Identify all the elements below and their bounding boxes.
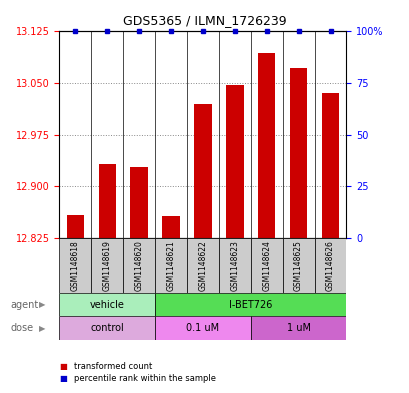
Text: vehicle: vehicle	[90, 299, 124, 310]
Bar	[194, 104, 211, 238]
Bar	[250, 316, 346, 340]
Bar	[187, 238, 218, 293]
Bar	[98, 164, 116, 238]
Text: GSM1148625: GSM1148625	[293, 240, 302, 291]
Text: 1 uM: 1 uM	[286, 323, 310, 333]
Bar	[162, 216, 180, 238]
Bar	[257, 53, 275, 238]
Bar	[225, 85, 243, 238]
Bar	[59, 238, 91, 293]
Text: percentile rank within the sample: percentile rank within the sample	[74, 374, 215, 382]
Bar	[289, 68, 307, 238]
Text: GSM1148623: GSM1148623	[230, 240, 239, 291]
Text: ▶: ▶	[39, 324, 46, 332]
Text: dose: dose	[10, 323, 33, 333]
Text: I-BET726: I-BET726	[229, 299, 272, 310]
Bar	[314, 238, 346, 293]
Bar	[66, 215, 84, 238]
Bar	[321, 94, 338, 238]
Text: control: control	[90, 323, 124, 333]
Text: GSM1148618: GSM1148618	[71, 240, 80, 291]
Text: agent: agent	[10, 299, 38, 310]
Bar	[282, 238, 314, 293]
Text: GDS5365 / ILMN_1726239: GDS5365 / ILMN_1726239	[123, 14, 286, 27]
Bar	[155, 316, 250, 340]
Text: GSM1148622: GSM1148622	[198, 240, 207, 291]
Bar	[218, 238, 250, 293]
Bar	[155, 238, 187, 293]
Text: ■: ■	[59, 362, 67, 371]
Bar	[130, 167, 148, 238]
Text: ▶: ▶	[39, 300, 46, 309]
Text: 0.1 uM: 0.1 uM	[186, 323, 219, 333]
Bar	[91, 238, 123, 293]
Bar	[59, 316, 155, 340]
Bar	[155, 293, 346, 316]
Text: ■: ■	[59, 374, 67, 382]
Text: GSM1148624: GSM1148624	[262, 240, 271, 291]
Bar	[123, 238, 155, 293]
Text: GSM1148619: GSM1148619	[103, 240, 112, 291]
Bar	[59, 293, 155, 316]
Text: transformed count: transformed count	[74, 362, 152, 371]
Text: GSM1148621: GSM1148621	[166, 240, 175, 291]
Bar	[250, 238, 282, 293]
Text: GSM1148626: GSM1148626	[325, 240, 334, 291]
Text: GSM1148620: GSM1148620	[134, 240, 143, 291]
